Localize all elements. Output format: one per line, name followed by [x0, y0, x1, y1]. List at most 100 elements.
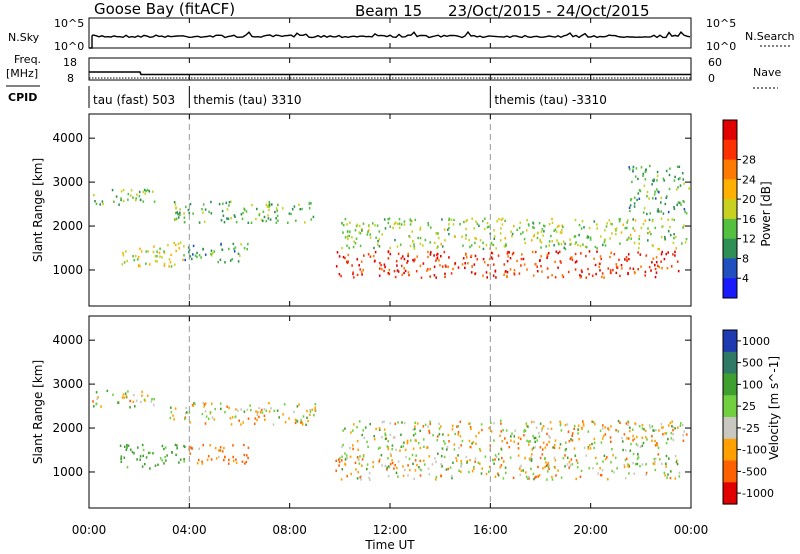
- range-gate-cell: [505, 243, 507, 246]
- range-gate-cell: [301, 207, 303, 211]
- range-gate-cell: [256, 411, 259, 414]
- range-gate-cell: [423, 459, 425, 462]
- range-gate-cell: [377, 243, 379, 246]
- range-gate-cell: [638, 242, 640, 245]
- range-gate-cell: [188, 251, 190, 254]
- range-gate-cell: [450, 218, 453, 221]
- range-gate-cell: [547, 276, 549, 279]
- range-gate-cell: [154, 464, 157, 467]
- range-gate-cell: [596, 247, 598, 250]
- colorbar-tick-label: 25: [742, 400, 756, 413]
- range-gate-cell: [632, 439, 634, 442]
- range-gate-cell: [623, 465, 626, 469]
- range-gate-cell: [681, 423, 684, 427]
- range-gate-cell: [665, 196, 668, 199]
- range-gate-cell: [500, 430, 503, 433]
- range-gate-cell: [221, 248, 224, 251]
- range-gate-cell: [571, 463, 574, 466]
- range-gate-cell: [436, 438, 439, 442]
- range-gate-cell: [601, 427, 604, 430]
- range-gate-cell: [284, 421, 287, 424]
- range-gate-cell: [230, 217, 232, 220]
- range-gate-cell: [647, 239, 649, 242]
- range-gate-cell: [452, 461, 454, 464]
- range-gate-cell: [562, 240, 565, 243]
- range-gate-cell: [214, 447, 217, 450]
- freq-unit: [MHz]: [6, 67, 38, 80]
- range-gate-cell: [211, 402, 213, 405]
- range-gate-cell: [679, 177, 681, 180]
- range-gate-cell: [207, 417, 210, 420]
- range-gate-cell: [646, 212, 648, 216]
- range-gate-cell: [438, 427, 441, 430]
- range-gate-cell: [501, 223, 504, 226]
- x-tick-label: 08:00: [272, 523, 307, 537]
- range-gate-cell: [595, 456, 597, 460]
- range-gate-cell: [668, 457, 670, 460]
- range-gate-cell: [262, 219, 264, 222]
- range-gate-cell: [268, 203, 271, 206]
- range-gate-cell: [541, 453, 544, 456]
- range-gate-cell: [532, 222, 535, 225]
- range-gate-cell: [167, 244, 169, 247]
- range-gate-cell: [582, 424, 585, 427]
- range-gate-cell: [493, 235, 496, 238]
- range-gate-cell: [447, 433, 450, 437]
- range-gate-cell: [660, 253, 663, 256]
- range-gate-cell: [184, 445, 186, 449]
- range-gate-cell: [141, 390, 143, 393]
- range-gate-cell: [668, 187, 671, 191]
- range-gate-cell: [547, 427, 549, 430]
- range-gate-cell: [272, 423, 275, 426]
- range-gate-cell: [611, 223, 613, 226]
- range-gate-cell: [219, 258, 222, 261]
- nave-label: Nave: [753, 66, 781, 79]
- range-gate-cell: [469, 458, 471, 462]
- range-gate-cell: [358, 458, 360, 461]
- range-gate-cell: [132, 255, 134, 258]
- range-gate-cell: [460, 462, 463, 465]
- range-gate-cell: [185, 205, 187, 209]
- range-gate-cell: [577, 432, 579, 435]
- range-gate-cell: [585, 276, 588, 279]
- range-gate-cell: [679, 201, 681, 205]
- range-gate-cell: [559, 424, 562, 427]
- range-gate-cell: [608, 219, 611, 222]
- range-gate-cell: [159, 255, 161, 258]
- range-gate-cell: [664, 432, 666, 435]
- range-gate-cell: [400, 433, 402, 436]
- range-gate-cell: [656, 179, 658, 182]
- colorbar-segment: [723, 218, 737, 240]
- range-gate-cell: [419, 468, 422, 471]
- range-gate-cell: [500, 448, 503, 451]
- range-gate-cell: [387, 272, 390, 275]
- range-gate-cell: [551, 221, 554, 224]
- range-gate-cell: [478, 447, 481, 451]
- range-gate-cell: [145, 262, 147, 265]
- range-gate-cell: [633, 437, 636, 441]
- range-gate-cell: [642, 441, 645, 445]
- range-gate-cell: [504, 466, 507, 469]
- range-gate-cell: [260, 408, 263, 412]
- range-gate-cell: [469, 245, 471, 249]
- range-gate-cell: [363, 436, 366, 440]
- colorbar-segment: [723, 460, 737, 483]
- colorbar-tick-label: 8: [742, 252, 749, 265]
- range-gate-cell: [661, 250, 663, 254]
- range-gate-cell: [565, 447, 567, 451]
- range-gate-cell: [575, 241, 577, 244]
- range-gate-cell: [427, 268, 429, 271]
- colorbar-segment: [723, 395, 737, 418]
- range-gate-cell: [406, 442, 409, 445]
- range-gate-cell: [600, 473, 603, 477]
- range-gate-cell: [557, 241, 560, 245]
- range-gate-cell: [153, 200, 156, 203]
- range-gate-cell: [519, 467, 521, 471]
- range-gate-cell: [612, 268, 614, 272]
- range-gate-cell: [573, 447, 576, 450]
- range-gate-cell: [457, 425, 459, 428]
- range-gate-cell: [615, 232, 617, 236]
- range-gate-cell: [99, 203, 101, 206]
- range-gate-cell: [658, 191, 660, 194]
- range-gate-cell: [210, 252, 212, 256]
